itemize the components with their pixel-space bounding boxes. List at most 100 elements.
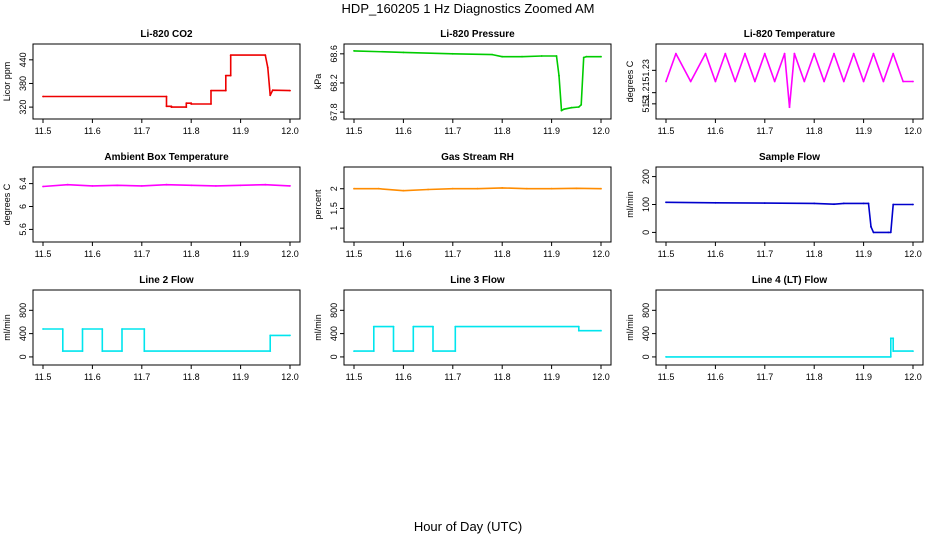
y-axis-label: Licor ppm [2, 62, 12, 102]
x-tick-label: 12.0 [592, 372, 610, 382]
data-point [101, 350, 104, 352]
x-tick-label: 11.6 [84, 126, 101, 136]
data-point [165, 95, 168, 98]
data-point [412, 325, 415, 328]
data-point [577, 325, 580, 328]
series-line [43, 328, 290, 352]
data-point [912, 80, 914, 83]
x-tick-label: 11.8 [494, 126, 511, 136]
panel-title: Li-820 Pressure [440, 29, 515, 40]
panel-1: Li-820 CO2 Licor ppm 11.5 11.6 11.7 11.8 11.9 1… [2, 29, 301, 136]
x-tick-label: 11.5 [346, 372, 363, 382]
panel-3: Li-820 Temperature degrees C 11.5 11.6 11.7 1… [625, 29, 924, 136]
data-point [264, 183, 267, 186]
x-tick-label: 12.0 [904, 249, 922, 259]
data-point [271, 89, 274, 92]
data-point [912, 203, 914, 206]
y-tick-label: 51.23 [641, 59, 651, 82]
data-point [867, 202, 870, 205]
y-tick-label: 0 [641, 354, 651, 359]
data-point [550, 187, 553, 190]
data-point [600, 55, 602, 58]
data-point [491, 53, 494, 56]
x-tick-label: 11.9 [543, 126, 560, 136]
data-point [714, 201, 717, 204]
data-point [892, 337, 895, 340]
data-point [665, 201, 667, 204]
y-axis-label: percent [313, 189, 323, 220]
figure-title: HDP_160205 1 Hz Diagnostics Zoomed AM [342, 1, 595, 16]
x-tick-label: 11.5 [35, 249, 52, 259]
data-point [269, 334, 272, 337]
y-axis-label: degrees C [625, 60, 635, 102]
x-tick-label: 11.8 [494, 372, 511, 382]
data-point [501, 55, 504, 58]
data-point [577, 329, 580, 332]
y-axis-label: ml/min [2, 314, 12, 341]
x-tick-label: 11.7 [756, 126, 773, 136]
y-tick-label: 6 [18, 204, 28, 209]
y-axis-label: ml/min [625, 314, 635, 341]
y-axis-label: ml/min [625, 191, 635, 218]
data-point [575, 187, 578, 190]
data-point [813, 52, 816, 55]
panel-title: Ambient Box Temperature [104, 152, 229, 163]
data-point [143, 328, 146, 330]
data-point [577, 106, 580, 108]
plot-frame [655, 166, 924, 243]
panel-title: Li-820 CO2 [140, 29, 193, 40]
x-tick-label: 11.9 [543, 249, 560, 259]
data-point [185, 102, 188, 105]
x-tick-label: 11.9 [232, 126, 249, 136]
panel-title: Line 3 Flow [450, 275, 505, 286]
x-tick-label: 11.8 [806, 126, 823, 136]
x-tick-label: 11.9 [543, 372, 560, 382]
data-point [190, 103, 193, 105]
data-point [121, 328, 123, 330]
y-tick-label: 400 [641, 326, 651, 341]
x-tick-label: 11.8 [183, 249, 200, 259]
data-point [734, 80, 737, 83]
data-point [101, 328, 104, 330]
data-point [582, 56, 585, 59]
y-tick-label: 800 [18, 303, 28, 318]
plot-frame [655, 43, 924, 120]
data-point [744, 52, 746, 55]
data-point [823, 80, 825, 83]
data-point [763, 52, 766, 55]
y-tick-label: 800 [329, 303, 339, 318]
data-point [372, 325, 375, 328]
series-line [43, 54, 291, 108]
data-point [427, 188, 429, 191]
x-tick-label: 11.7 [756, 372, 773, 382]
series-line [354, 325, 601, 352]
data-point [526, 187, 528, 190]
y-tick-label: 1 [329, 226, 339, 231]
data-point [902, 80, 904, 83]
data-point [229, 74, 232, 77]
data-point [454, 350, 457, 352]
panel-4: Ambient Box Temperature degrees C 11.5 11.6… [2, 152, 301, 259]
data-point [239, 184, 242, 187]
data-point [773, 80, 776, 83]
y-tick-label: 0 [18, 354, 28, 359]
data-point [190, 184, 193, 187]
x-tick-label: 11.7 [444, 126, 461, 136]
panel-6: Sample Flow ml/min 11.5 11.6 11.7 11.8 11.9 12.… [625, 152, 924, 259]
data-point [862, 80, 865, 83]
data-point [887, 231, 890, 234]
y-tick-label: 0 [329, 354, 339, 359]
data-point [889, 337, 892, 340]
data-point [833, 52, 835, 55]
x-tick-label: 11.6 [84, 249, 101, 259]
data-point [872, 231, 875, 234]
data-point [665, 80, 667, 83]
data-point [451, 187, 454, 190]
series-line [665, 52, 913, 108]
data-point [165, 183, 168, 186]
data-point [377, 187, 380, 190]
y-tick-label: 100 [641, 197, 651, 212]
y-tick-label: 200 [641, 169, 651, 184]
data-point [813, 202, 816, 205]
panel-title: Gas Stream RH [441, 152, 514, 163]
